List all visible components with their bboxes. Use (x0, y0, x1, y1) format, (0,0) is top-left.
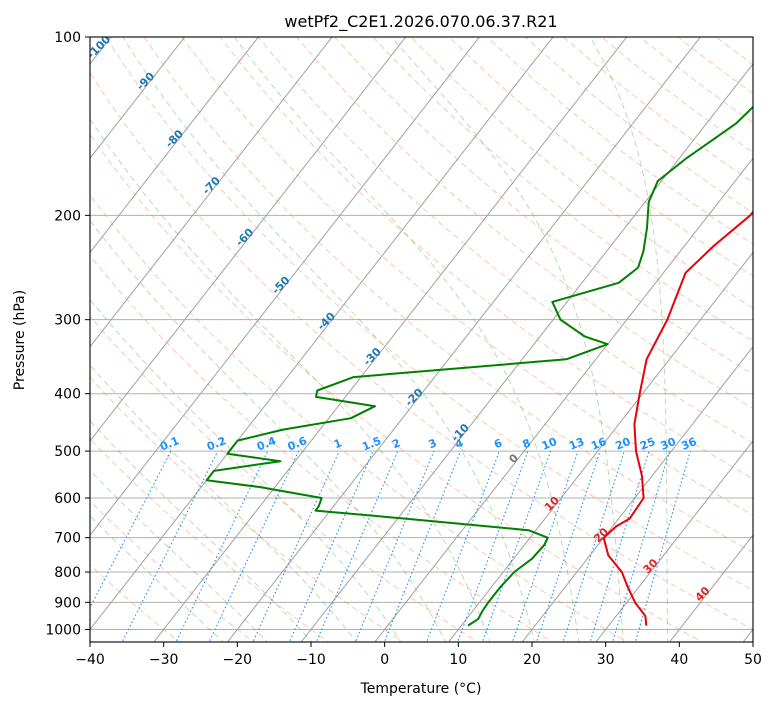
mixing-ratio-label: 13 (567, 435, 586, 453)
isotherm-line (595, 440, 753, 642)
dry-adiabat-line (105, 37, 753, 591)
profile-series (205, 105, 753, 627)
mixing-ratio-lines (90, 450, 691, 642)
x-tick-label: −30 (149, 652, 179, 668)
mixing-ratio-label: 8 (521, 436, 533, 451)
y-axis-ticks: 100 200 300 400 500 600 700 800 900 1000 (45, 30, 90, 638)
mixing-ratio-line (634, 450, 691, 642)
dry-adiabats (90, 37, 753, 642)
y-tick-label: 700 (54, 531, 81, 547)
moist-adiabat-line (90, 364, 357, 642)
mixing-ratio-line (315, 450, 399, 642)
dry-adiabat-line (90, 194, 629, 642)
y-tick-label: 800 (54, 565, 81, 581)
x-tick-label: −10 (296, 652, 326, 668)
y-tick-label: 500 (54, 444, 81, 460)
mixing-ratio-label: 36 (679, 435, 698, 453)
x-axis-label: Temperature (°C) (360, 681, 482, 697)
dry-adiabat-line (90, 254, 554, 642)
moist-adiabat-line (90, 469, 269, 642)
mixing-ratio-label: 10 (540, 435, 559, 453)
dry-adiabat-line (372, 37, 753, 342)
y-axis-label: Pressure (hPa) (12, 290, 28, 390)
isotherm-line (90, 37, 186, 160)
x-tick-label: −40 (75, 652, 105, 668)
isotherm-line (90, 37, 481, 537)
mixing-ratio-label: 16 (589, 435, 608, 453)
x-axis-ticks: −40 −30 −20 −10 0 10 20 30 40 50 (75, 642, 762, 668)
mixing-ratio-line (426, 450, 500, 642)
dry-adiabat-line (296, 37, 753, 410)
dry-adiabat-line (334, 37, 753, 375)
x-tick-label: 0 (380, 652, 389, 668)
y-tick-label: 200 (54, 208, 81, 224)
plot-frame (89, 36, 754, 643)
moist-adiabat-line (122, 37, 535, 642)
mixing-ratio-label: 1 (332, 436, 344, 451)
dry-adiabat-line (90, 72, 753, 630)
moist-adiabat-line (233, 37, 580, 642)
y-tick-label: 100 (54, 30, 81, 46)
isotherm-line (300, 63, 753, 642)
mixing-ratio-label: 25 (638, 435, 657, 453)
mixing-ratio-line (121, 450, 219, 642)
mixing-ratio-label: 30 (659, 435, 678, 453)
mixing-ratio-line (589, 450, 650, 642)
x-tick-label: 20 (523, 652, 541, 668)
dry-adiabat-line (90, 564, 180, 642)
mixing-ratio-line (383, 450, 462, 642)
x-tick-label: 10 (449, 652, 467, 668)
temperature-profile-line (602, 210, 753, 626)
dry-adiabat-line (143, 37, 753, 553)
isotherm-line (90, 37, 260, 254)
dewpoint-profile-line (205, 105, 753, 627)
mixing-ratio-line (562, 450, 625, 642)
y-tick-label: 400 (54, 387, 81, 403)
x-tick-label: 50 (744, 652, 762, 668)
isotherm-line (90, 37, 407, 442)
moist-adiabat-line (90, 299, 402, 642)
isotherm-line (226, 37, 702, 642)
y-tick-label: 300 (54, 313, 81, 329)
mixing-ratio-label: 2 (390, 436, 402, 451)
y-tick-label: 1000 (45, 622, 81, 638)
mixing-ratio-line (252, 450, 340, 642)
x-tick-label: 30 (597, 652, 615, 668)
isotherm-grid (90, 37, 753, 642)
isotherm-line (153, 37, 628, 642)
y-tick-label: 600 (54, 491, 81, 507)
x-tick-label: −20 (223, 652, 253, 668)
mixing-ratio-line (354, 450, 435, 642)
mixing-ratio-label: 3 (427, 436, 439, 451)
isotherm-line (90, 37, 554, 631)
isotherm-line (447, 251, 753, 642)
isotherm-line (668, 534, 753, 642)
dry-adiabat-line (90, 376, 405, 642)
dry-adiabat-line (181, 37, 753, 516)
plot-area: 0.1 0.2 0.4 0.6 1 1.5 2 3 4 6 8 10 13 16 20 25 30 36-100-… (90, 37, 753, 642)
moist-adiabat-line (390, 37, 624, 642)
dry-adiabat-line (90, 438, 330, 642)
moist-adiabat-line (90, 420, 313, 642)
isotherm-line (90, 37, 333, 348)
mixing-ratio-line (612, 450, 671, 642)
isotherm-line (374, 157, 753, 642)
dry-adiabat-line (90, 133, 703, 642)
y-tick-label: 900 (54, 595, 81, 611)
isotherm-line (521, 345, 753, 642)
chart-title: wetPf2_C2E1.2026.070.06.37.R21 (284, 12, 557, 32)
mixing-ratio-line (90, 450, 172, 609)
x-tick-label: 40 (670, 652, 688, 668)
mixing-ratio-label: 20 (613, 435, 632, 453)
isopleth-labels: 0.1 0.2 0.4 0.6 1 1.5 2 3 4 6 8 10 13 16 20 25 30 36-100-… (90, 37, 713, 604)
